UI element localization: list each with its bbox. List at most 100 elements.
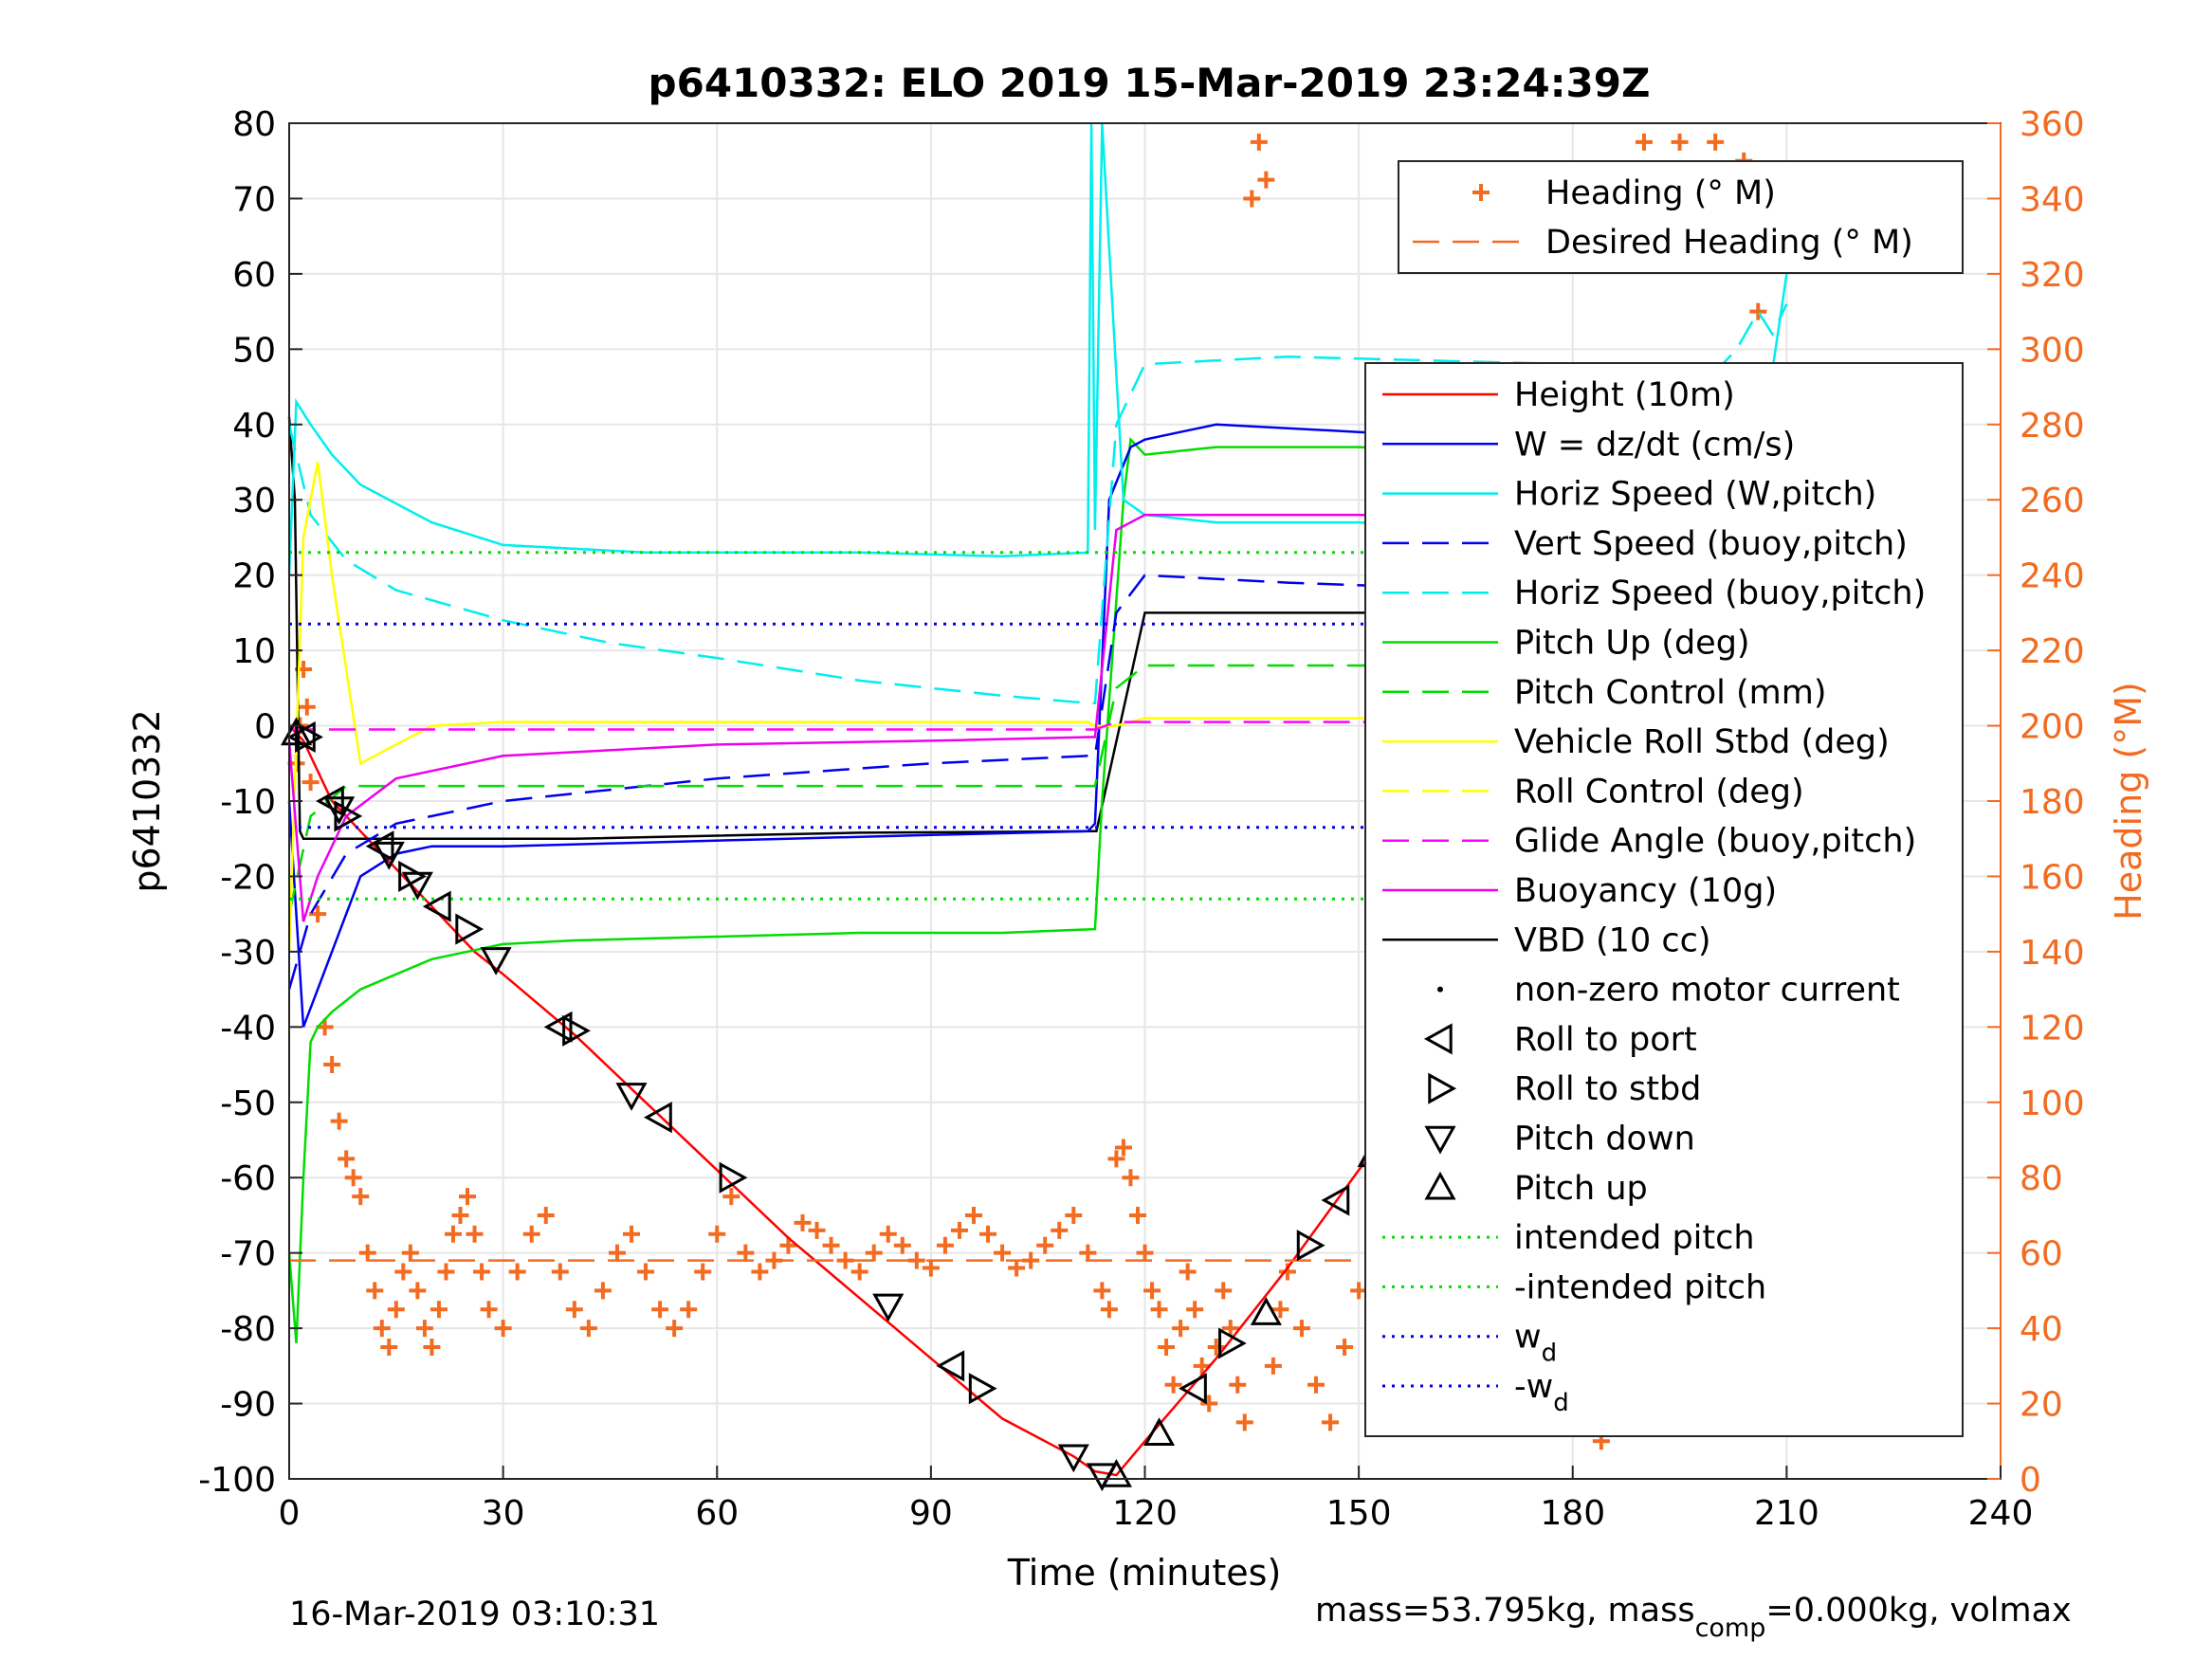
heading-point bbox=[1235, 1413, 1253, 1431]
event-marker bbox=[286, 720, 316, 754]
event-marker bbox=[455, 913, 484, 945]
y-tick-label: -50 bbox=[220, 1085, 276, 1123]
heading-point bbox=[822, 1236, 840, 1254]
legend-label: Horiz Speed (buoy,pitch) bbox=[1514, 574, 1926, 612]
legend-label: Roll Control (deg) bbox=[1514, 773, 1804, 811]
y-right-tick-label: 200 bbox=[2020, 708, 2085, 747]
heading-point bbox=[1051, 1221, 1069, 1239]
y-right-tick-label: 120 bbox=[2020, 1009, 2085, 1048]
heading-point bbox=[808, 1221, 826, 1239]
heading-point bbox=[1292, 1320, 1310, 1338]
y-tick-label: -90 bbox=[220, 1386, 276, 1425]
legend-heading-box bbox=[1398, 160, 1964, 274]
heading-point bbox=[451, 1206, 469, 1224]
legend-label: Roll to port bbox=[1514, 1021, 1697, 1059]
heading-point bbox=[1114, 1139, 1132, 1157]
y-right-tick-label: 260 bbox=[2020, 482, 2085, 520]
event-marker bbox=[1296, 1230, 1325, 1262]
legend-label: Roll to stbd bbox=[1514, 1070, 1701, 1108]
heading-point bbox=[494, 1320, 512, 1338]
heading-point bbox=[1243, 190, 1261, 208]
heading-point bbox=[1229, 1376, 1247, 1394]
heading-point bbox=[994, 1244, 1012, 1262]
legend-label-sub: d bbox=[1542, 1340, 1558, 1368]
heading-point bbox=[979, 1225, 997, 1243]
footer-timestamp: 16-Mar-2019 03:10:31 bbox=[289, 1595, 660, 1633]
legend-label: wd bbox=[1514, 1319, 1557, 1368]
heading-point bbox=[1307, 1376, 1325, 1394]
legend-swatch bbox=[1424, 1171, 1456, 1200]
heading-point bbox=[1215, 1282, 1233, 1300]
y-axis-right-ticks: 0 20 40 60 80 100 120 140 160 180 200 220 240 260 280 3… bbox=[1987, 105, 2085, 1500]
heading-point bbox=[965, 1206, 982, 1224]
x-tick-label: 90 bbox=[909, 1494, 953, 1533]
heading-point bbox=[936, 1236, 954, 1254]
heading-point bbox=[330, 1112, 348, 1130]
y-tick-label: -40 bbox=[220, 1009, 276, 1048]
series-line bbox=[287, 664, 1787, 915]
heading-point bbox=[444, 1225, 462, 1243]
heading-point bbox=[1008, 1259, 1026, 1277]
legend-label: Height (10m) bbox=[1514, 376, 1735, 414]
heading-point bbox=[551, 1263, 569, 1281]
heading-point bbox=[623, 1225, 640, 1243]
y-tick-label: 50 bbox=[232, 331, 276, 370]
legend-swatch bbox=[1424, 1125, 1456, 1155]
legend-label: Horiz Speed (W,pitch) bbox=[1514, 476, 1876, 514]
event-marker bbox=[334, 800, 363, 832]
legend-heading-label: Heading (° M) bbox=[1545, 174, 1776, 212]
heading-point bbox=[794, 1213, 812, 1231]
heading-point bbox=[415, 1320, 433, 1338]
heading-point bbox=[1207, 1338, 1225, 1356]
heading-point bbox=[922, 1259, 940, 1277]
heading-point bbox=[1186, 1301, 1204, 1319]
x-tick-label: 150 bbox=[1326, 1494, 1392, 1533]
legend-main: Height (10m) W = dz/dt (cm/s) Horiz Speed … bbox=[1364, 362, 1964, 1437]
y-right-tick-label: 300 bbox=[2020, 331, 2085, 370]
heading-point bbox=[1107, 1150, 1125, 1168]
heading-point bbox=[565, 1301, 583, 1319]
heading-point bbox=[1264, 1357, 1282, 1375]
heading-point bbox=[1150, 1301, 1168, 1319]
heading-point bbox=[1122, 1169, 1140, 1187]
heading-point bbox=[608, 1244, 626, 1262]
heading-point bbox=[722, 1188, 740, 1206]
heading-point bbox=[879, 1225, 897, 1243]
heading-point bbox=[680, 1301, 698, 1319]
y-axis-left-label: p6410332 bbox=[126, 709, 168, 892]
heading-point bbox=[751, 1263, 769, 1281]
y-tick-label: -10 bbox=[220, 783, 276, 822]
heading-point bbox=[1143, 1282, 1161, 1300]
heading-point bbox=[466, 1225, 484, 1243]
heading-point bbox=[950, 1221, 968, 1239]
heading-point bbox=[480, 1301, 498, 1319]
heading-point bbox=[1257, 171, 1275, 189]
x-tick-label: 60 bbox=[695, 1494, 739, 1533]
heading-point bbox=[1093, 1282, 1111, 1300]
legend-label: Glide Angle (buoy,pitch) bbox=[1514, 823, 1916, 861]
heading-point bbox=[1128, 1206, 1146, 1224]
legend-label: Vert Speed (buoy,pitch) bbox=[1514, 525, 1908, 563]
y-tick-label: -100 bbox=[198, 1461, 276, 1500]
event-marker bbox=[643, 1102, 672, 1134]
x-tick-label: 0 bbox=[279, 1494, 301, 1533]
y-tick-label: -80 bbox=[220, 1310, 276, 1349]
heading-point bbox=[366, 1282, 384, 1300]
x-tick-label: 180 bbox=[1540, 1494, 1605, 1533]
x-axis-label: Time (minutes) bbox=[1007, 1552, 1282, 1594]
heading-point bbox=[302, 774, 320, 792]
y-tick-label: -30 bbox=[220, 934, 276, 973]
legend-label: intended pitch bbox=[1514, 1219, 1755, 1257]
heading-point bbox=[373, 1320, 391, 1338]
heading-point bbox=[358, 1244, 376, 1262]
x-tick-label: 210 bbox=[1754, 1494, 1819, 1533]
heading-point bbox=[423, 1338, 441, 1356]
heading-point bbox=[708, 1225, 726, 1243]
heading-point bbox=[1336, 1338, 1354, 1356]
heading-point bbox=[1671, 133, 1689, 151]
event-marker bbox=[1250, 1297, 1282, 1325]
heading-point bbox=[637, 1263, 655, 1281]
legend-swatch bbox=[1437, 986, 1443, 993]
legend-label: -intended pitch bbox=[1514, 1268, 1766, 1306]
